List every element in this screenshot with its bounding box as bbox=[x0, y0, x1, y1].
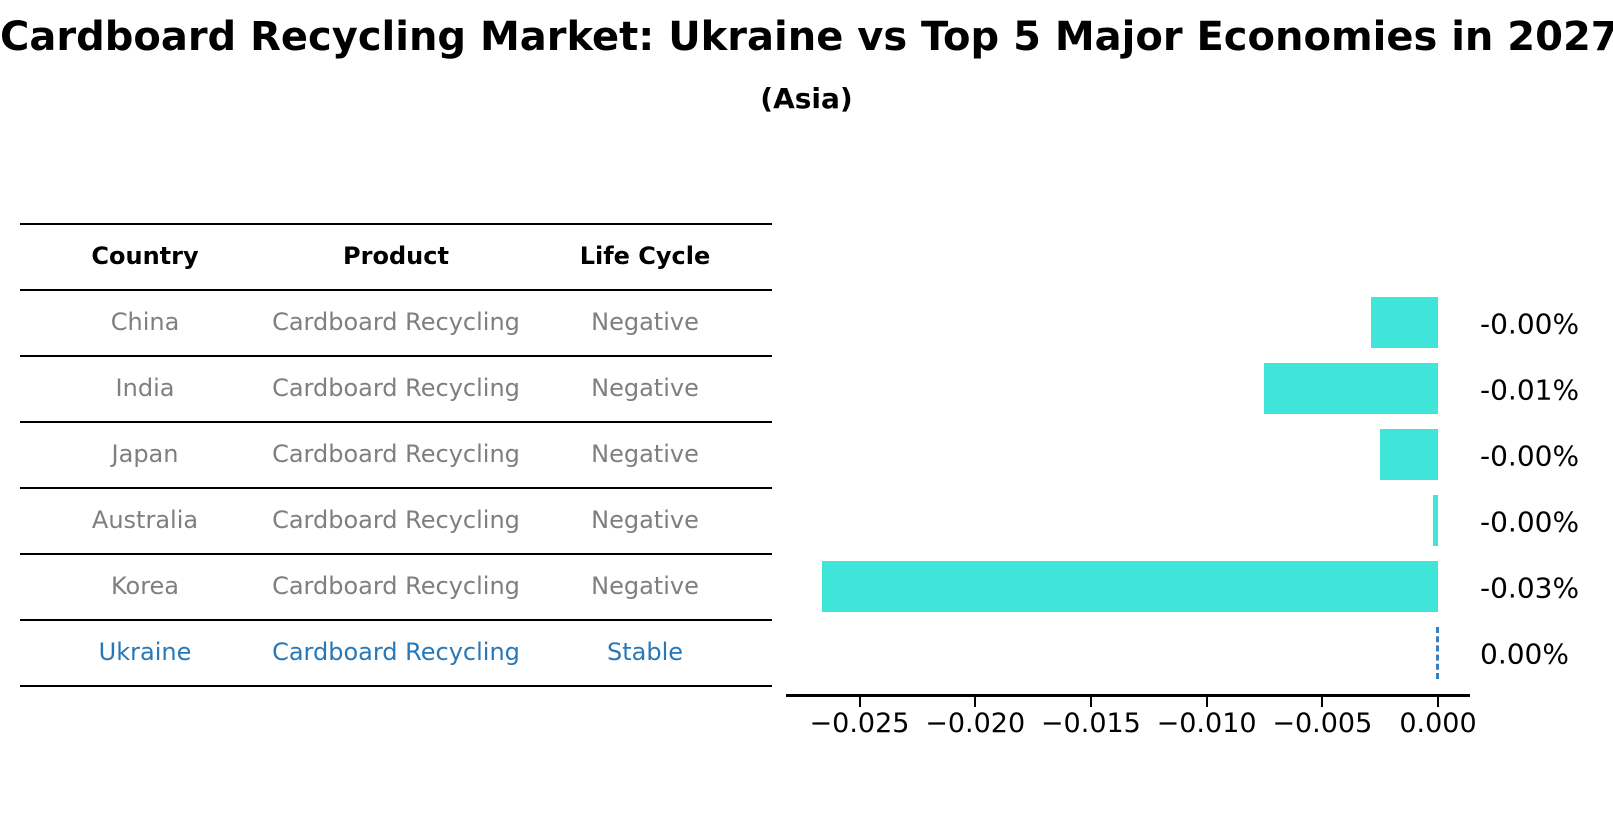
value-label-india: -0.01% bbox=[1480, 373, 1580, 407]
value-label-australia: -0.00% bbox=[1480, 505, 1580, 539]
table-rule bbox=[20, 685, 772, 687]
table-rule bbox=[20, 619, 772, 621]
value-label-china: -0.00% bbox=[1480, 307, 1580, 341]
x-tick-label: −0.015 bbox=[1040, 708, 1141, 739]
bar-korea bbox=[822, 560, 1438, 612]
x-tick-mark bbox=[1205, 696, 1208, 707]
value-label-korea: -0.03% bbox=[1480, 571, 1580, 605]
x-tick-mark bbox=[1089, 696, 1092, 707]
table-header-life-cycle: Life Cycle bbox=[579, 242, 711, 270]
x-tick-label: −0.020 bbox=[925, 708, 1026, 739]
table-rule bbox=[20, 553, 772, 555]
table-rule bbox=[20, 355, 772, 357]
table-cell-korea-0: Korea bbox=[110, 572, 180, 600]
x-axis-line bbox=[786, 694, 1470, 697]
table-cell-ukraine-0: Ukraine bbox=[98, 638, 192, 666]
x-tick-mark bbox=[974, 696, 977, 707]
x-tick-label: −0.025 bbox=[809, 708, 910, 739]
table-cell-korea-2: Negative bbox=[591, 572, 699, 600]
table-cell-china-2: Negative bbox=[591, 308, 699, 336]
x-tick-label: −0.005 bbox=[1272, 708, 1373, 739]
value-label-ukraine: 0.00% bbox=[1480, 637, 1569, 671]
x-tick-label: −0.010 bbox=[1156, 708, 1257, 739]
table-cell-india-1: Cardboard Recycling bbox=[272, 374, 520, 402]
table-cell-india-0: India bbox=[115, 374, 175, 402]
table-rule bbox=[20, 223, 772, 225]
table-cell-korea-1: Cardboard Recycling bbox=[272, 572, 520, 600]
table-cell-ukraine-2: Stable bbox=[606, 638, 684, 666]
table-cell-japan-0: Japan bbox=[111, 440, 179, 468]
zero-marker-ukraine bbox=[1436, 626, 1439, 679]
bar-australia bbox=[1433, 494, 1438, 546]
bar-china bbox=[1371, 296, 1438, 348]
value-label-japan: -0.00% bbox=[1480, 439, 1580, 473]
table-cell-australia-2: Negative bbox=[591, 506, 699, 534]
bar-japan bbox=[1380, 428, 1438, 480]
table-cell-ukraine-1: Cardboard Recycling bbox=[272, 638, 520, 666]
table-cell-australia-0: Australia bbox=[91, 506, 199, 534]
table-rule bbox=[20, 421, 772, 423]
table-cell-japan-1: Cardboard Recycling bbox=[272, 440, 520, 468]
table-cell-japan-2: Negative bbox=[591, 440, 699, 468]
chart-subtitle: (Asia) bbox=[760, 82, 853, 115]
table-cell-australia-1: Cardboard Recycling bbox=[272, 506, 520, 534]
table-header-country: Country bbox=[91, 242, 199, 270]
table-cell-china-0: China bbox=[110, 308, 180, 336]
table-cell-india-2: Negative bbox=[591, 374, 699, 402]
table-rule bbox=[20, 289, 772, 291]
table-cell-china-1: Cardboard Recycling bbox=[272, 308, 520, 336]
x-tick-mark bbox=[858, 696, 861, 707]
chart-title: Cardboard Recycling Market: Ukraine vs T… bbox=[0, 14, 1613, 60]
table-header-product: Product bbox=[343, 242, 449, 270]
table-rule bbox=[20, 487, 772, 489]
x-tick-label: 0.000 bbox=[1399, 708, 1477, 739]
x-tick-mark bbox=[1321, 696, 1324, 707]
x-tick-mark bbox=[1437, 696, 1439, 707]
bar-india bbox=[1264, 362, 1438, 414]
